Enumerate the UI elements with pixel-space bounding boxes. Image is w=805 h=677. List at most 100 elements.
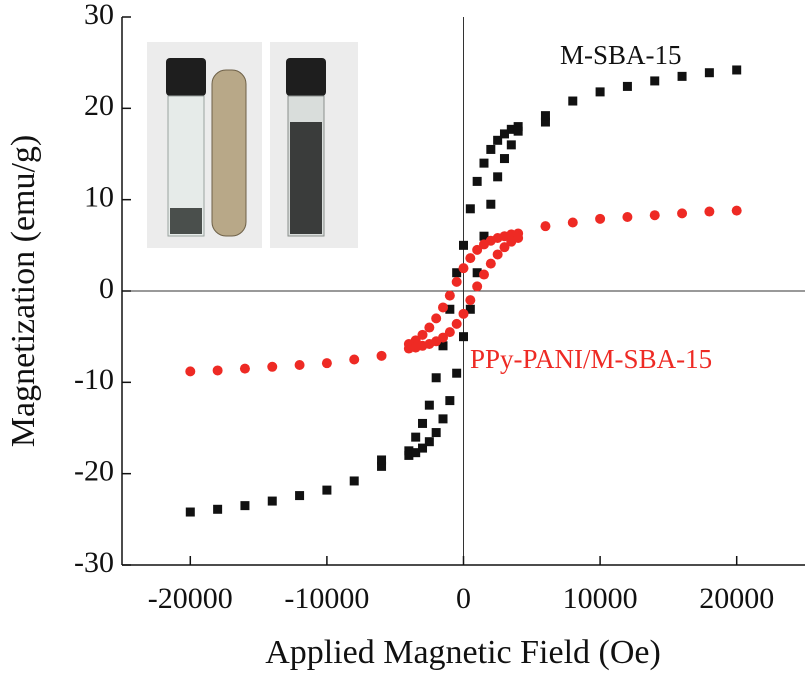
point (506, 124, 516, 134)
point (567, 217, 578, 228)
point (267, 361, 278, 372)
point (540, 111, 550, 121)
y-tick-label: 0 (99, 272, 114, 305)
point (185, 507, 195, 517)
point (376, 350, 387, 361)
y-tick-label: -30 (74, 546, 114, 579)
x-tick-label: 10000 (563, 582, 638, 615)
point (431, 428, 441, 438)
point (404, 446, 414, 456)
point (424, 437, 434, 447)
point (451, 318, 462, 329)
point (479, 231, 489, 241)
point (458, 308, 469, 319)
point (493, 172, 503, 182)
point (472, 268, 482, 278)
point (478, 239, 489, 250)
y-tick-label: -20 (74, 455, 114, 488)
point (459, 240, 468, 250)
point (404, 450, 414, 460)
point (513, 126, 523, 136)
point (294, 359, 305, 370)
y-tick-label: 20 (84, 89, 114, 122)
point (349, 476, 359, 486)
inset-photo (147, 42, 358, 248)
series-label: M-SBA-15 (560, 40, 682, 70)
point (499, 129, 509, 139)
point (322, 485, 332, 495)
point (465, 204, 475, 214)
point (486, 144, 496, 154)
point (540, 117, 550, 127)
point (492, 249, 503, 260)
point (622, 212, 633, 223)
point (295, 491, 305, 501)
point (478, 269, 489, 280)
point (377, 455, 387, 465)
point (240, 501, 250, 511)
point (499, 154, 509, 164)
point (472, 281, 483, 292)
point (465, 295, 476, 306)
point (731, 205, 742, 216)
point (472, 176, 482, 186)
point (438, 414, 448, 424)
point (472, 244, 483, 255)
point (431, 373, 441, 383)
y-tick-label: 30 (84, 0, 114, 31)
point (513, 233, 524, 244)
x-tick-label: -10000 (284, 582, 369, 615)
point (732, 65, 742, 75)
point (239, 363, 250, 374)
point (485, 258, 496, 269)
point (418, 418, 428, 428)
point (438, 302, 449, 313)
point (452, 268, 462, 278)
point (321, 358, 332, 369)
point (650, 76, 660, 86)
point (540, 221, 551, 232)
point (513, 122, 523, 132)
point (595, 87, 605, 97)
y-axis-title: Magnetization (emu/g) (5, 135, 42, 448)
point (418, 443, 428, 453)
point (349, 354, 360, 365)
point (411, 448, 421, 458)
point (451, 276, 462, 287)
point (677, 208, 688, 219)
y-tick-label: -10 (74, 363, 114, 396)
point (377, 461, 387, 471)
point (465, 304, 475, 314)
point (493, 135, 503, 145)
point (704, 206, 715, 217)
point (424, 322, 435, 333)
point (459, 332, 468, 342)
point (486, 199, 496, 209)
point (445, 396, 455, 406)
point (417, 329, 428, 340)
series-label: PPy-PANI/M-SBA-15 (470, 344, 712, 374)
y-tick-label: 10 (84, 181, 114, 214)
point (185, 366, 196, 377)
point (499, 242, 510, 253)
point (213, 504, 223, 514)
x-axis-title: Applied Magnetic Field (Oe) (265, 634, 661, 671)
point (452, 368, 462, 378)
point (622, 81, 632, 91)
point (479, 158, 489, 168)
point (444, 327, 455, 338)
point (438, 341, 448, 351)
x-tick-label: -20000 (148, 582, 233, 615)
point (444, 290, 455, 301)
point (506, 140, 516, 150)
point (212, 365, 223, 376)
x-tick-label: 20000 (699, 582, 774, 615)
point (431, 313, 442, 324)
point (595, 213, 606, 224)
point (704, 68, 714, 78)
point (445, 304, 455, 314)
x-tick-label: 0 (456, 582, 471, 615)
point (649, 210, 660, 221)
